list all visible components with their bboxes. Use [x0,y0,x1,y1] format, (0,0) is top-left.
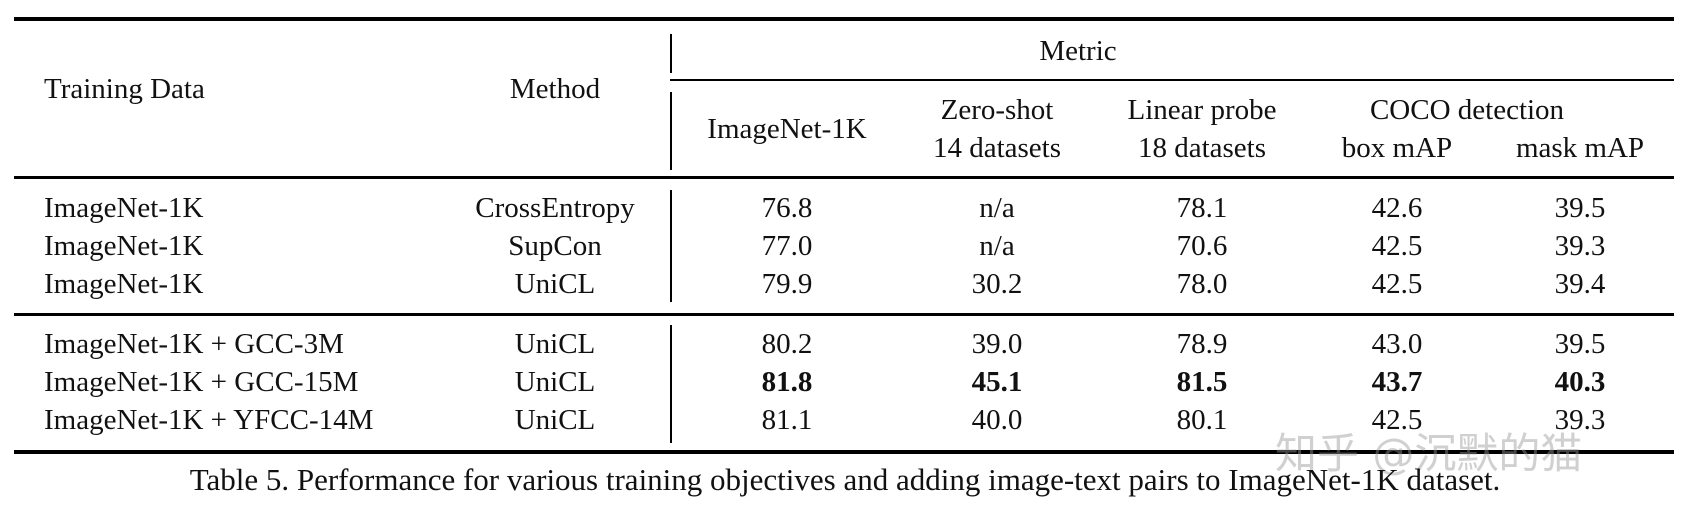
cell-imagenet: 79.9 [761,268,813,300]
cell-imagenet: 76.8 [761,192,813,224]
cell-zeroshot: n/a [979,230,1015,262]
cell-training-data: ImageNet-1K [44,268,204,300]
header-linear-probe: Linear probe [1127,94,1277,126]
cell-zeroshot: n/a [979,192,1015,224]
cell-method: CrossEntropy [475,192,635,224]
cell-method: UniCL [514,268,596,300]
bottom-rule [14,450,1674,454]
header-rule [14,176,1674,179]
cell-imagenet: 81.8 [761,366,813,398]
metric-rule [670,79,1674,81]
cell-training-data: ImageNet-1K [44,230,204,262]
header-metric: Metric [1039,35,1117,67]
cell-linear-probe: 70.6 [1176,230,1228,262]
cell-zeroshot: 39.0 [971,328,1023,360]
header-imagenet: ImageNet-1K [707,113,867,145]
cell-method: UniCL [514,328,596,360]
header-zeroshot: Zero-shot [940,94,1054,126]
top-rule [14,17,1674,21]
header-box-map: box mAP [1341,132,1453,164]
cell-mask-map: 39.5 [1554,192,1606,224]
header-linear-probe-sub: 18 datasets [1137,132,1267,164]
cell-box-map: 42.5 [1371,404,1423,436]
cell-box-map: 42.6 [1371,192,1423,224]
cell-training-data: ImageNet-1K + GCC-3M [44,328,344,360]
cell-linear-probe: 78.0 [1176,268,1228,300]
cell-box-map: 43.0 [1371,328,1423,360]
cell-box-map: 42.5 [1371,230,1423,262]
group-separator-rule [14,313,1674,316]
cell-imagenet: 77.0 [761,230,813,262]
cell-training-data: ImageNet-1K [44,192,204,224]
cell-linear-probe: 81.5 [1176,366,1228,398]
cell-linear-probe: 80.1 [1176,404,1228,436]
cell-method: UniCL [514,404,596,436]
cell-box-map: 43.7 [1371,366,1423,398]
cell-mask-map: 40.3 [1554,366,1606,398]
cell-method: SupCon [508,230,602,262]
header-coco: COCO detection [1369,94,1565,126]
vertical-divider [670,325,672,443]
header-mask-map: mask mAP [1515,132,1645,164]
vertical-divider [670,92,672,170]
cell-mask-map: 39.3 [1554,230,1606,262]
cell-imagenet: 81.1 [761,404,813,436]
vertical-divider [670,190,672,302]
vertical-divider [670,34,672,73]
cell-mask-map: 39.3 [1554,404,1606,436]
watermark: 知乎 @沉默的猫 [1275,429,1583,478]
cell-zeroshot: 40.0 [971,404,1023,436]
cell-linear-probe: 78.9 [1176,328,1228,360]
cell-mask-map: 39.5 [1554,328,1606,360]
cell-mask-map: 39.4 [1554,268,1606,300]
header-training-data: Training Data [44,73,205,105]
cell-box-map: 42.5 [1371,268,1423,300]
cell-zeroshot: 30.2 [971,268,1023,300]
header-zeroshot-sub: 14 datasets [932,132,1062,164]
cell-imagenet: 80.2 [761,328,813,360]
header-method: Method [509,73,601,105]
cell-method: UniCL [514,366,596,398]
cell-zeroshot: 45.1 [971,366,1023,398]
cell-training-data: ImageNet-1K + GCC-15M [44,366,359,398]
cell-linear-probe: 78.1 [1176,192,1228,224]
cell-training-data: ImageNet-1K + YFCC-14M [44,404,374,436]
table-caption: Table 5. Performance for various trainin… [189,462,1501,497]
